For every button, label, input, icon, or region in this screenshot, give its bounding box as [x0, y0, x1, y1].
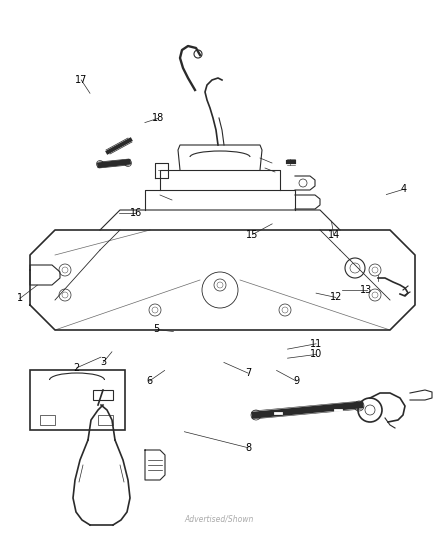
- Text: 10: 10: [309, 350, 321, 359]
- Bar: [30, 370, 125, 430]
- Text: 13: 13: [360, 286, 372, 295]
- Text: 9: 9: [293, 376, 299, 386]
- Text: 15: 15: [246, 230, 258, 239]
- Bar: [93, 390, 113, 400]
- Text: 4: 4: [400, 184, 406, 194]
- Text: 3: 3: [100, 358, 106, 367]
- Text: Advertised/Shown: Advertised/Shown: [184, 514, 253, 523]
- Text: 18: 18: [152, 114, 164, 123]
- Text: 2: 2: [74, 363, 80, 373]
- Text: 17: 17: [75, 75, 87, 85]
- Text: 11: 11: [309, 339, 321, 349]
- Bar: [40, 415, 55, 425]
- Bar: [98, 415, 113, 425]
- Text: 8: 8: [244, 443, 251, 453]
- Text: 1: 1: [17, 294, 23, 303]
- Text: 12: 12: [329, 293, 341, 302]
- Text: 14: 14: [327, 230, 339, 239]
- Text: 16: 16: [130, 208, 142, 218]
- Text: 7: 7: [244, 368, 251, 378]
- Text: 6: 6: [146, 376, 152, 386]
- Text: 5: 5: [152, 325, 159, 334]
